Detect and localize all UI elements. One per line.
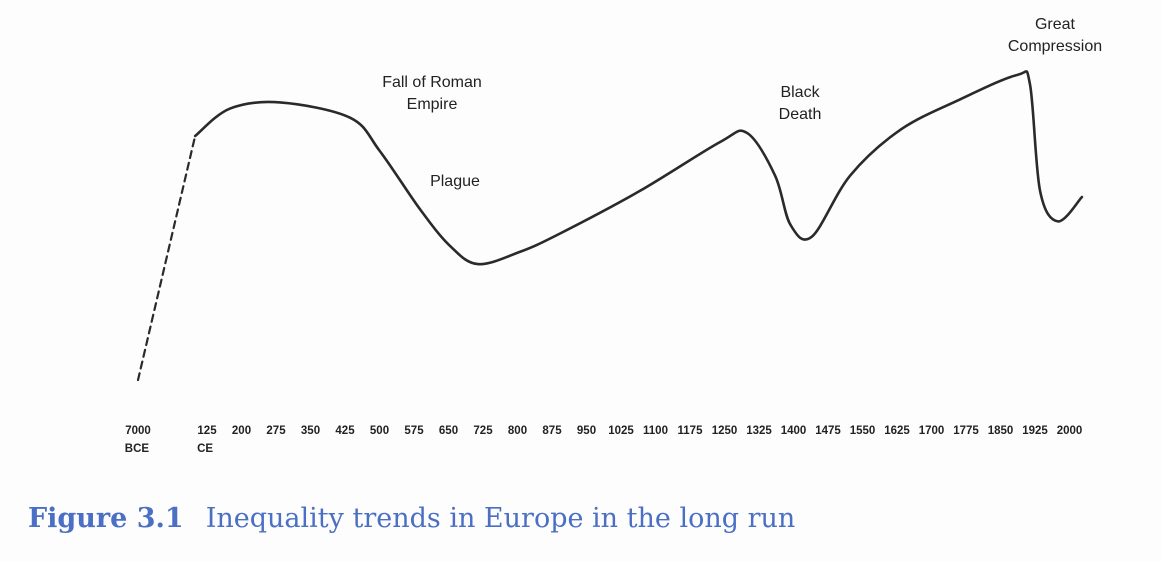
x-tick-label: 575 xyxy=(404,425,424,437)
series-line-inequality xyxy=(193,70,1084,266)
x-tick-label: 350 xyxy=(301,425,320,437)
series-line-dashed-early xyxy=(136,134,197,382)
x-tick-label: 950 xyxy=(577,425,596,437)
x-tick-label: 1775 xyxy=(953,425,979,437)
x-tick-label: 1925 xyxy=(1022,425,1048,437)
x-tick-label: 1550 xyxy=(850,425,876,437)
x-tick-label: 1400 xyxy=(781,425,807,437)
x-tick-label: 2000 xyxy=(1057,425,1083,437)
x-tick-label: 1475 xyxy=(815,425,841,437)
x-tick-label: 1025 xyxy=(608,425,634,437)
x-tick-sublabel: BCE xyxy=(125,443,150,455)
x-tick-label: 200 xyxy=(232,425,251,437)
x-tick-label: 650 xyxy=(439,425,458,437)
x-tick-label: 800 xyxy=(508,425,527,437)
x-tick-label: 1250 xyxy=(712,425,738,437)
x-tick-label: 125 xyxy=(197,425,217,437)
x-tick-sublabel: CE xyxy=(197,443,213,455)
x-tick-label: 1625 xyxy=(884,425,910,437)
annotation-plague: Plague xyxy=(430,173,480,190)
figure-title: Inequality trends in Europe in the long … xyxy=(205,503,796,534)
x-tick-label: 7000 xyxy=(125,425,151,437)
x-tick-label: 1100 xyxy=(643,425,668,437)
x-tick-label: 1700 xyxy=(919,425,945,437)
annotation-great-compression: Great Compression xyxy=(1007,16,1103,55)
x-tick-label: 275 xyxy=(266,425,286,437)
figure-number: Figure 3.1 xyxy=(28,503,184,534)
chart: 7000 BCE 125 CE 200 275 350 425 500 575 650 725 800 8… xyxy=(125,70,1084,455)
x-tick-label: 1175 xyxy=(678,425,704,437)
x-tick-label: 1850 xyxy=(988,425,1014,437)
x-tick-label: 1325 xyxy=(746,425,772,437)
annotation-black-death: Black Death xyxy=(778,84,822,123)
x-tick-label: 725 xyxy=(473,425,493,437)
x-tick-label: 425 xyxy=(335,425,355,437)
figure-caption: Figure 3.1 Inequality trends in Europe in… xyxy=(28,503,795,534)
x-tick-label: 875 xyxy=(542,425,562,437)
x-tick-label: 500 xyxy=(370,425,389,437)
annotation-fall-of-roman-empire: Fall of Roman Empire xyxy=(382,74,482,113)
